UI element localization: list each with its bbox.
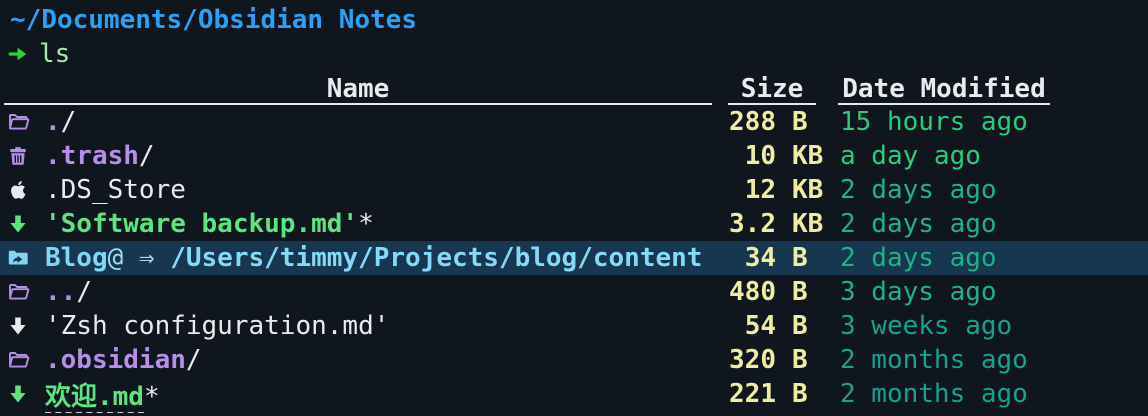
file-date: 2 days ago [840,209,997,239]
column-header-date-modified: Date Modified [838,74,1050,105]
file-size: 221 B [729,379,808,409]
file-row-obsidian-dir: .obsidian/ 320 B 2 months ago [0,343,1148,377]
file-date: 2 days ago [840,175,997,205]
file-name: 'Zsh configuration.md' [45,311,390,341]
file-size: 54 B [744,311,808,341]
file-row-zsh-configuration: 'Zsh configuration.md' 54 B 3 weeks ago [0,309,1148,343]
file-row-trash: .trash/ 10 KB a day ago [0,139,1148,173]
file-date: 3 days ago [840,277,997,307]
trash-icon [6,144,45,168]
down-arrow-icon [6,212,45,236]
table-header: Name Size Date Modified [0,71,1148,105]
file-name: .trash/ [45,141,155,171]
file-size: 480 B [729,277,808,307]
file-name: .obsidian/ [45,345,202,375]
file-size: 12 KB [744,175,824,205]
file-row-current-dir: ./ 288 B 15 hours ago [0,105,1148,139]
file-size: 34 B [744,243,808,273]
file-name: ./ [45,107,77,137]
file-row-software-backup: 'Software backup.md'* 3.2 KB 2 days ago [0,207,1148,241]
down-arrow-icon [6,382,45,406]
terminal-cwd-line: ~/Documents/Obsidian Notes [0,3,1148,37]
file-size: 10 KB [744,141,824,171]
file-date: 2 days ago [840,243,997,273]
current-directory-path: ~/Documents/Obsidian Notes [10,5,417,35]
terminal-prompt-line: ls [0,37,1148,71]
file-name: .DS_Store [45,175,186,205]
file-name: 'Software backup.md'* [45,209,374,239]
file-name: Blog@ ⇒/Users/timmy/Projects/blog/content [45,243,703,273]
apple-icon [6,178,45,202]
file-date: 2 months ago [840,379,1028,409]
file-size: 320 B [729,345,808,375]
column-header-size: Size [728,74,816,105]
file-name: ../ [45,277,92,307]
down-arrow-icon [6,314,45,338]
file-row-blog-symlink[interactable]: Blog@ ⇒/Users/timmy/Projects/blog/content… [0,241,1148,275]
file-row-welcome-md: 欢迎.md* 221 B 2 months ago [0,377,1148,413]
file-date: 3 weeks ago [840,311,1013,341]
typed-command: ls [39,39,71,69]
folder-open-icon [6,280,45,304]
file-row-ds-store: .DS_Store 12 KB 2 days ago [0,173,1148,207]
folder-open-icon [6,348,45,372]
file-size: 3.2 KB [729,209,824,239]
file-date: 15 hours ago [840,107,1028,137]
file-date: a day ago [840,141,981,171]
symlink-target-path: /Users/timmy/Projects/blog/content [170,243,703,273]
file-date: 2 months ago [840,345,1028,375]
file-name: 欢迎.md* [45,381,160,413]
folder-symlink-icon [6,246,45,270]
prompt-arrow-icon [0,43,39,65]
file-size: 288 B [729,107,808,137]
symlink-arrow: ⇒ [138,243,155,273]
column-header-name: Name [4,74,712,105]
folder-open-icon [6,110,45,134]
file-row-parent-dir: ../ 480 B 3 days ago [0,275,1148,309]
